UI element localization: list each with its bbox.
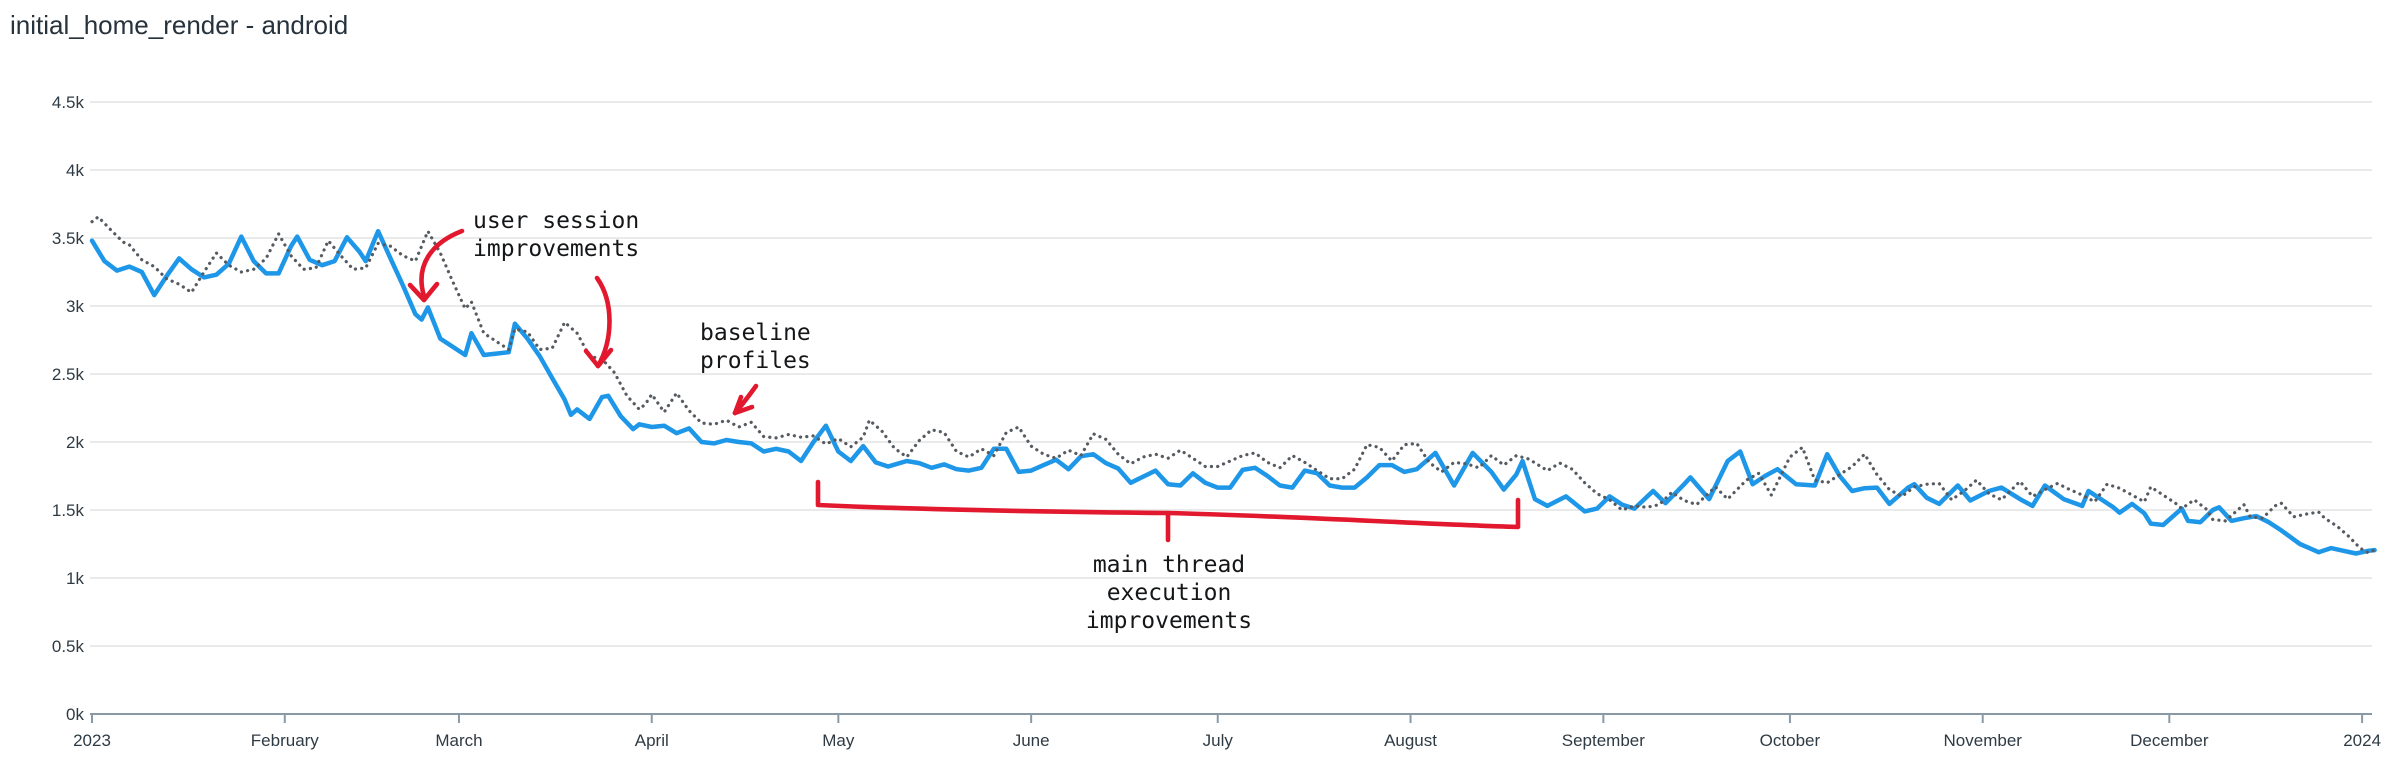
y-tick-label: 1.5k [52,501,85,520]
x-tick-label: April [635,731,669,750]
x-tick-label: October [1760,731,1821,750]
annotation-ink [732,404,755,416]
x-tick-label: 2023 [73,731,111,750]
x-tick-label: December [2130,731,2209,750]
y-tick-label: 0.5k [52,637,85,656]
x-tick-label: September [1562,731,1645,750]
y-tick-label: 3.5k [52,229,85,248]
gridlines [90,101,2372,647]
x-tick-label: 2024 [2343,731,2381,750]
annotation-label: baseline profiles [700,320,811,374]
y-tick-label: 2.5k [52,365,85,384]
x-tick-label: August [1384,731,1437,750]
x-tick-label: July [1203,731,1234,750]
x-tick-label: February [251,731,320,750]
annotation-ink [407,282,427,303]
annotation-user-session: user session improvements [407,208,639,369]
annotation-ink [595,347,614,369]
annotation-ink [419,228,465,299]
y-tick-label: 0k [66,705,84,724]
page-title: initial_home_render - android [10,10,349,40]
y-tick-label: 2k [66,433,84,452]
x-axis: 2023 February March April May June July August S… [73,713,2381,750]
y-tick-label: 3k [66,297,84,316]
annotation-ink [583,348,601,369]
annotation-label: user session improvements [473,208,639,262]
y-axis-labels: 0k 0.5k 1k 1.5k 2k 2.5k 3k 3.5k 4k 4.5k [52,93,85,724]
series-dotted-trend [90,215,2377,555]
x-tick-label: May [822,731,855,750]
y-tick-label: 4k [66,161,84,180]
series-solid-daily [89,228,2377,556]
annotation-label: main thread execution improvements [1086,552,1252,634]
annotation-baseline-profiles: baseline profiles [700,320,811,416]
annotation-main-thread: main thread execution improvements [815,479,1521,634]
x-tick-label: November [1944,731,2023,750]
annotation-ink [421,281,440,303]
y-tick-label: 4.5k [52,93,85,112]
y-tick-label: 1k [66,569,84,588]
x-tick-label: March [435,731,482,750]
x-tick-label: June [1013,731,1050,750]
